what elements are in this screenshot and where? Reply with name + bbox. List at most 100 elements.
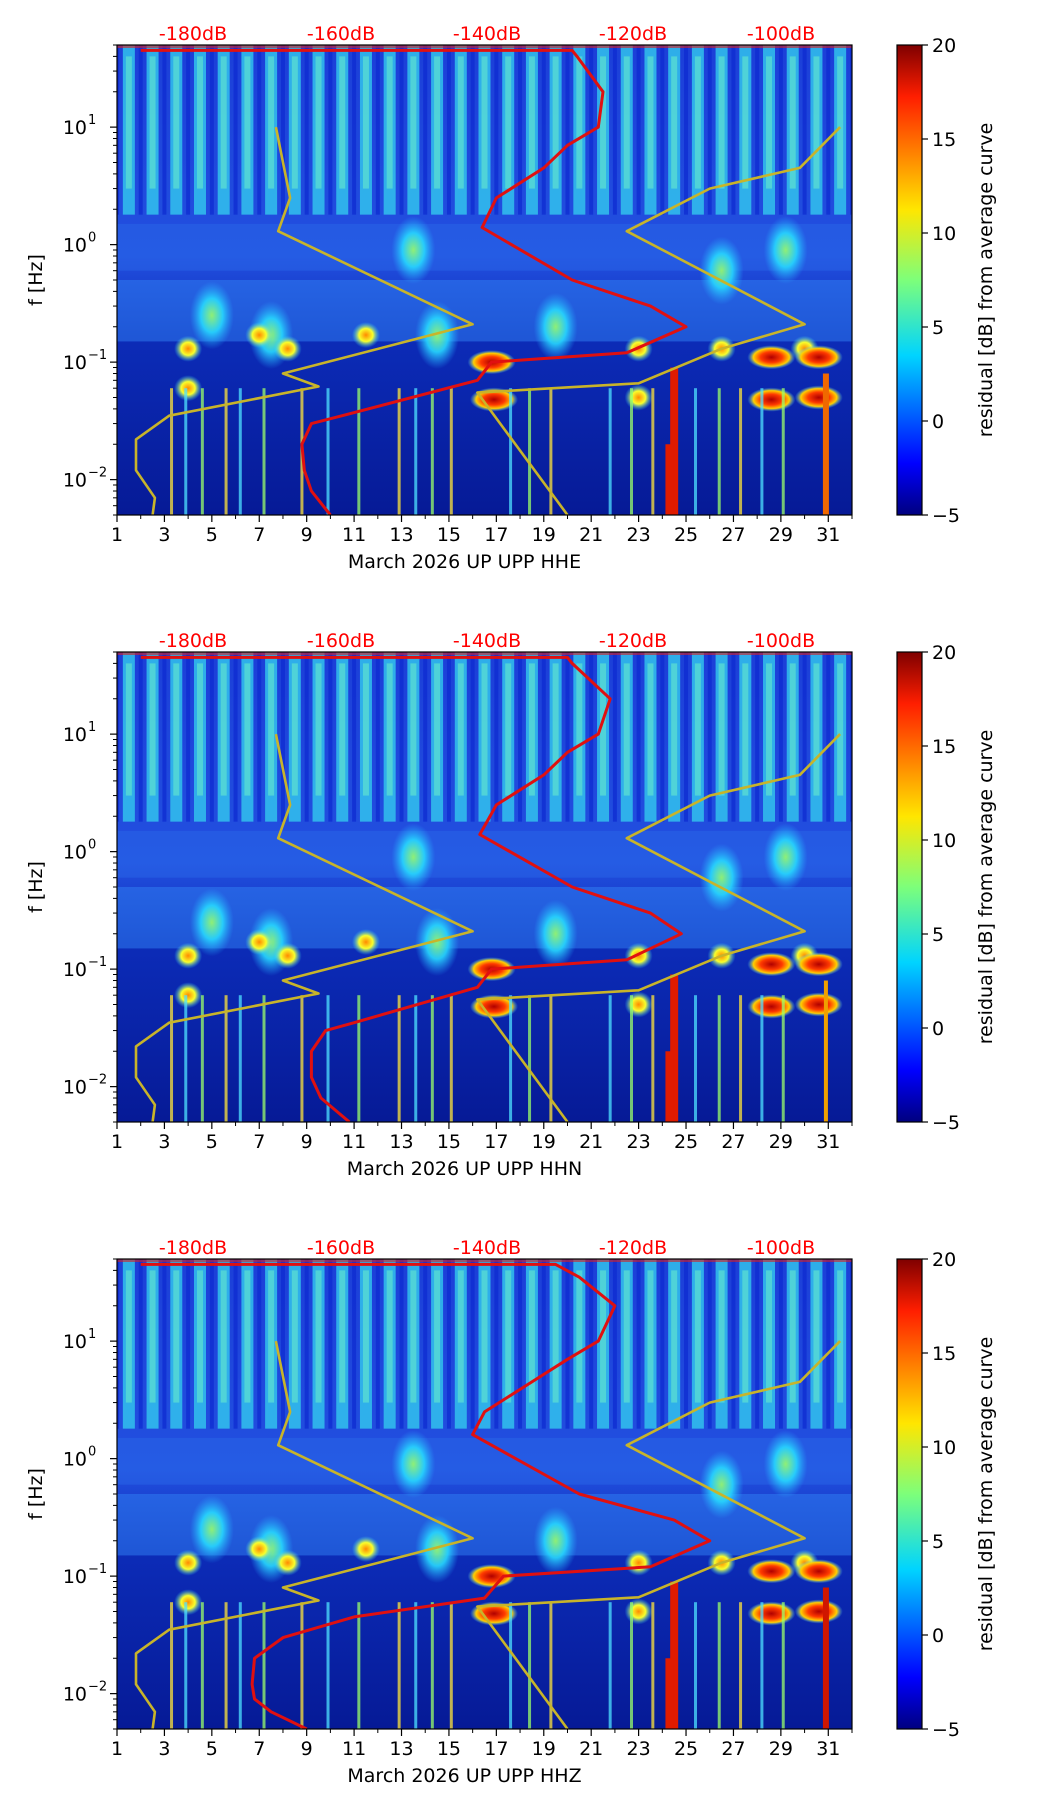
x-tick-label: 7 [253,1131,265,1153]
day-stripe-core [386,1270,393,1403]
colorbar-gradient [896,651,923,1123]
microseism-patch [763,216,808,285]
day-stripe-core [528,663,535,796]
energy-blob [245,929,274,956]
night-gap [802,652,807,822]
db-axis-label: -120dB [599,23,667,45]
x-tick-label: 5 [206,1131,218,1153]
microseism-patch [699,843,744,912]
day-stripe-core [149,1270,156,1403]
day-stripe-core [766,663,773,796]
transient-streak [224,995,228,1122]
colorbar-gradient [896,44,923,516]
y-tick-label: 10 [63,1331,87,1353]
db-axis-label: -100dB [747,1237,815,1259]
x-tick-label: 27 [721,1131,745,1153]
y-tick-label: 10 [63,724,87,746]
microseism-patch [763,1430,808,1499]
day-stripe-core [244,56,251,189]
night-gap [233,1259,238,1429]
microseism-patch [189,281,234,350]
microseism-patch [391,1430,436,1499]
colorbar-tick-label: 20 [932,35,956,57]
night-gap [778,1259,783,1429]
day-stripe-core [600,663,607,796]
energy-blob [174,1549,203,1576]
night-gap [328,652,333,822]
night-gap [470,652,475,822]
night-gap [375,1259,380,1429]
night-gap [826,652,831,822]
noise-model-bounds-high-line [476,1340,842,1729]
energy-blob [273,942,302,969]
night-gap [280,652,285,822]
microseism-patch [699,1450,744,1519]
colorbar-tick-label: 10 [932,223,956,245]
day-stripe-core [623,663,630,796]
night-gap [186,652,191,822]
transient-streak [200,388,204,515]
x-tick-label: 25 [674,524,698,546]
x-tick-label: 3 [158,524,170,546]
noise-model-bounds-line [134,126,474,515]
x-tick-label: 27 [721,524,745,546]
x-tick-label: 19 [532,1738,556,1760]
transient-streak [262,388,266,515]
day-stripe-core [552,56,559,189]
transient-streak [528,388,532,515]
day-stripe-core [362,56,369,189]
x-tick-label: 11 [342,1738,366,1760]
day-stripe-core [173,1270,180,1403]
x-tick-label: 1 [111,1131,123,1153]
transient-streak [170,1602,174,1729]
colorbar-tick-label: 20 [932,1249,956,1271]
y-tick-label: 10 [63,470,87,492]
noise-model-bounds-high-line [476,733,842,1122]
day-stripe-core [410,56,417,189]
noise-model-bounds-high-line [476,126,842,515]
transient-streak [717,995,721,1122]
night-gap [446,1259,451,1429]
night-gap [518,45,523,215]
day-stripe-core [149,663,156,796]
day-stripe [858,45,870,215]
night-gap [162,652,167,822]
night-gap [850,45,852,215]
day-stripe-core [718,663,725,796]
db-axis-label: -120dB [599,630,667,652]
microseism-patch [391,216,436,285]
day-stripe-core [410,663,417,796]
day-stripe-core [268,663,275,796]
y-tick-label: 10 [63,352,87,374]
night-gap [280,45,285,215]
y-axis-label: f [Hz] [25,254,47,306]
night-gap [660,652,665,822]
transient-streak [430,995,434,1122]
night-gap [636,1259,641,1429]
night-gap [660,45,665,215]
day-stripe-core [173,56,180,189]
db-axis-label: -180dB [159,630,227,652]
transient-streak [694,388,698,515]
x-tick-label: 15 [437,1738,461,1760]
day-stripe-core [505,1270,512,1403]
transient-streak [397,388,401,515]
transient-streak [262,1602,266,1729]
colorbar-tick-label: 0 [932,411,944,433]
day-stripe-core [837,1270,844,1403]
PSD-curve-line [140,655,683,1122]
night-gap [209,652,214,822]
night-gap [494,45,499,215]
x-tick-label: 17 [484,1738,508,1760]
night-gap [399,45,404,215]
night-gap [257,45,262,215]
transient-streak [300,995,304,1122]
transient-streak [549,995,553,1122]
night-gap [755,1259,760,1429]
day-stripe-core [789,1270,796,1403]
day-stripe-core [362,663,369,796]
colorbar-tick-label: 5 [932,1531,944,1553]
transient-streak [608,995,612,1122]
microseism-patch [189,888,234,957]
energy-blob [624,384,653,411]
